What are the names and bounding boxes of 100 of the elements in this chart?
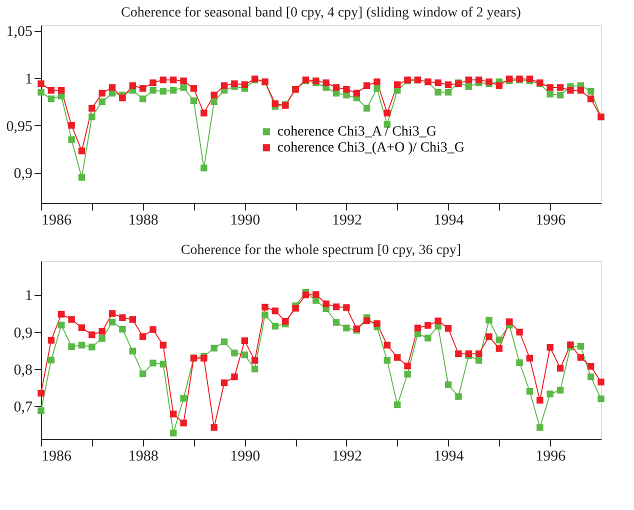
point [272, 322, 279, 330]
point [220, 82, 228, 89]
point [598, 378, 604, 386]
point [98, 90, 106, 97]
point [190, 85, 198, 92]
point [536, 424, 544, 431]
x-tick-label: 1990 [230, 448, 260, 464]
point [587, 95, 594, 102]
point [58, 322, 65, 328]
point [546, 344, 554, 351]
point [322, 300, 330, 308]
point [108, 310, 116, 317]
point [180, 78, 187, 84]
x-tick-label: 1996 [536, 448, 566, 464]
point [150, 86, 156, 94]
point [170, 430, 177, 436]
point [302, 292, 310, 298]
point [434, 88, 442, 96]
point [170, 410, 177, 418]
point [384, 342, 391, 349]
point [139, 370, 146, 378]
point [129, 316, 136, 323]
point [587, 363, 594, 370]
point [108, 84, 116, 91]
point [343, 324, 350, 332]
point [444, 88, 452, 96]
x-tick-label: 1990 [230, 212, 260, 228]
point [465, 76, 472, 84]
point [556, 92, 564, 98]
x-tick-label: 1986 [42, 448, 72, 464]
point [546, 390, 554, 398]
point [170, 86, 177, 94]
point [139, 85, 146, 92]
y-tick-label: 1 [25, 72, 32, 88]
point [251, 366, 258, 372]
x-tick-label: 1992 [332, 448, 362, 464]
point [292, 304, 299, 312]
point [139, 333, 146, 340]
y-tick-label: 0,9 [14, 325, 32, 342]
point [38, 390, 44, 397]
point [231, 350, 238, 356]
point [496, 336, 503, 344]
point [88, 104, 96, 112]
point [516, 328, 523, 336]
point [210, 344, 218, 352]
point [88, 331, 96, 338]
point [88, 113, 96, 120]
point [374, 78, 380, 86]
point [496, 82, 503, 89]
y-tick-label: 0,9 [14, 166, 32, 182]
point [108, 318, 116, 326]
point [160, 342, 167, 349]
point [353, 90, 360, 97]
point [536, 396, 544, 404]
point [444, 325, 452, 332]
point [516, 359, 523, 366]
point [404, 370, 411, 378]
point [444, 381, 452, 388]
point [251, 357, 258, 364]
point [475, 76, 482, 84]
point [556, 84, 564, 91]
point [180, 420, 187, 426]
point [394, 401, 401, 408]
point [475, 357, 482, 364]
chart-title: Coherence for the whole spectrum [0 cpy, 36 cpy] [180, 243, 462, 258]
point [598, 395, 604, 402]
point [312, 291, 320, 298]
y-tick-label: 1,05 [6, 24, 32, 40]
point [282, 318, 289, 325]
point [332, 303, 340, 310]
point [374, 320, 380, 327]
point [556, 364, 564, 372]
point [404, 362, 411, 370]
point [587, 373, 594, 380]
point [343, 304, 350, 311]
legend-label: coherence Chi3_A / Chi3_G [277, 124, 436, 140]
point [374, 85, 380, 92]
point [150, 326, 156, 333]
point [98, 98, 106, 106]
point [139, 95, 146, 102]
point [322, 79, 330, 86]
point [384, 357, 391, 364]
y-tick-label: 1 [25, 288, 32, 304]
chart-title: Coherence for seasonal band [0 cpy, 4 cpy] (sliding window of 2 years) [121, 6, 522, 21]
point [220, 338, 228, 346]
point [78, 174, 86, 181]
point [567, 86, 574, 94]
point [78, 148, 86, 154]
point [200, 164, 208, 172]
x-tick-label: 1994 [434, 448, 464, 464]
point [241, 337, 248, 344]
point [312, 297, 320, 304]
point [567, 341, 574, 348]
point [160, 76, 167, 84]
point [465, 83, 472, 90]
point [150, 360, 156, 366]
point [363, 104, 370, 112]
point [475, 350, 482, 358]
point [343, 86, 350, 93]
point [210, 92, 218, 98]
